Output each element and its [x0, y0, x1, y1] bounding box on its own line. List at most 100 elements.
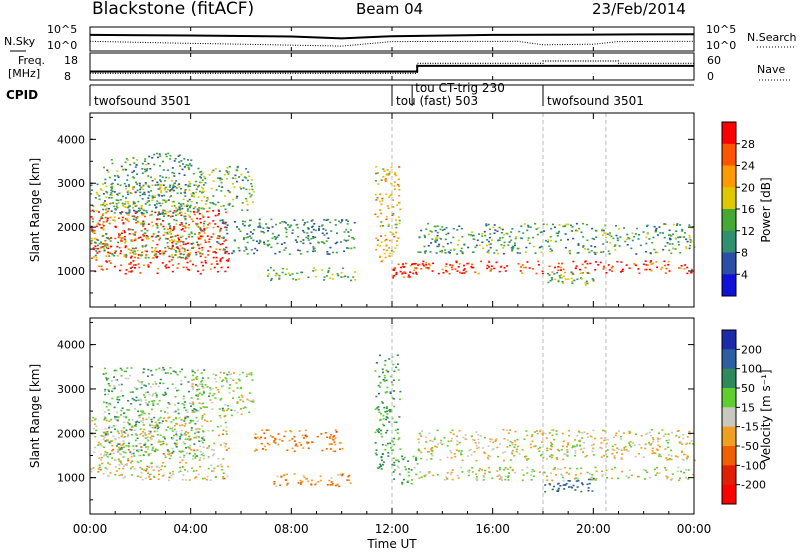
echo-cell	[617, 448, 620, 451]
echo-cell	[546, 447, 549, 450]
echo-cell	[550, 227, 553, 230]
echo-cell	[493, 252, 496, 254]
freq-label: Freq.	[18, 54, 45, 67]
echo-cell	[142, 235, 145, 237]
echo-cell	[126, 212, 129, 215]
echo-cell	[145, 468, 148, 470]
echo-cell	[187, 214, 190, 217]
echo-cell	[171, 430, 174, 432]
echo-cell	[141, 411, 144, 414]
echo-cell	[386, 205, 389, 207]
echo-cell	[396, 204, 399, 206]
echo-cell	[104, 200, 106, 202]
echo-cell	[132, 188, 135, 190]
echo-cell	[335, 251, 338, 254]
echo-cell	[306, 221, 309, 223]
echo-cell	[125, 211, 128, 214]
echo-cell	[690, 268, 693, 271]
echo-cell	[166, 387, 169, 390]
echo-cell	[387, 451, 390, 454]
echo-cell	[606, 477, 608, 479]
echo-cell	[404, 272, 407, 274]
echo-cell	[190, 397, 193, 399]
echo-cell	[557, 468, 560, 470]
echo-cell	[437, 443, 440, 445]
echo-cell	[101, 243, 104, 245]
echo-cell	[155, 396, 158, 398]
echo-cell	[567, 480, 570, 482]
echo-cell	[224, 446, 227, 448]
echo-cell	[188, 390, 190, 393]
echo-cell	[329, 221, 332, 224]
echo-cell	[105, 237, 108, 239]
echo-cell	[169, 158, 172, 160]
echo-cell	[544, 484, 547, 486]
echo-cell	[488, 471, 491, 474]
echo-cell	[122, 451, 125, 453]
echo-cell	[317, 229, 320, 231]
echo-cell	[441, 250, 443, 252]
echo-cell	[218, 185, 221, 187]
echo-cell	[307, 442, 310, 444]
echo-cell	[138, 454, 141, 457]
echo-cell	[410, 479, 413, 481]
echo-cell	[486, 267, 489, 270]
echo-cell	[93, 423, 96, 425]
echo-cell	[500, 244, 503, 246]
echo-cell	[455, 260, 458, 263]
echo-cell	[198, 428, 201, 430]
echo-cell	[307, 276, 310, 279]
echo-cell	[146, 448, 149, 450]
echo-cell	[475, 459, 478, 462]
echo-cell	[156, 235, 159, 237]
x-tick-label: 16:00	[475, 522, 510, 536]
echo-cell	[212, 373, 215, 376]
echo-cell	[392, 440, 395, 443]
echo-cell	[500, 265, 503, 267]
echo-cell	[142, 212, 145, 215]
echo-cell	[375, 172, 378, 175]
echo-cell	[151, 400, 154, 402]
echo-cell	[120, 444, 122, 447]
echo-cell	[314, 236, 317, 238]
echo-cell	[202, 402, 205, 405]
echo-cell	[331, 278, 334, 280]
echo-cell	[310, 238, 313, 240]
echo-cell	[219, 258, 222, 260]
echo-cell	[238, 176, 241, 178]
echo-cell	[580, 272, 583, 274]
echo-cell	[256, 436, 259, 439]
echo-cell	[328, 443, 331, 445]
echo-cell	[197, 226, 200, 228]
echo-cell	[196, 375, 199, 378]
echo-cell	[380, 212, 383, 215]
echo-cell	[166, 406, 169, 409]
echo-cell	[171, 270, 174, 273]
echo-cell	[562, 268, 565, 271]
echo-cell	[331, 438, 334, 440]
echo-cell	[614, 443, 617, 446]
echo-cell	[226, 373, 229, 376]
echo-cell	[125, 269, 128, 271]
echo-cell	[157, 470, 160, 472]
echo-cell	[289, 429, 292, 432]
echo-cell	[136, 189, 139, 192]
echo-cell	[378, 411, 381, 413]
echo-cell	[690, 439, 693, 442]
echo-cell	[169, 154, 172, 157]
echo-cell	[159, 186, 162, 189]
echo-cell	[222, 458, 225, 460]
echo-cell	[110, 418, 113, 421]
noise-tick-left-high: 10^5	[47, 23, 77, 36]
echo-cell	[175, 180, 178, 182]
x-tick-label: 00:00	[677, 522, 712, 536]
echo-cell	[106, 210, 109, 213]
echo-cell	[553, 273, 556, 275]
echo-cell	[594, 253, 597, 255]
echo-cell	[500, 232, 503, 234]
echo-cell	[127, 205, 130, 208]
echo-cell	[467, 246, 470, 249]
echo-cell	[254, 247, 257, 250]
echo-cell	[671, 473, 674, 475]
echo-cell	[277, 234, 280, 237]
